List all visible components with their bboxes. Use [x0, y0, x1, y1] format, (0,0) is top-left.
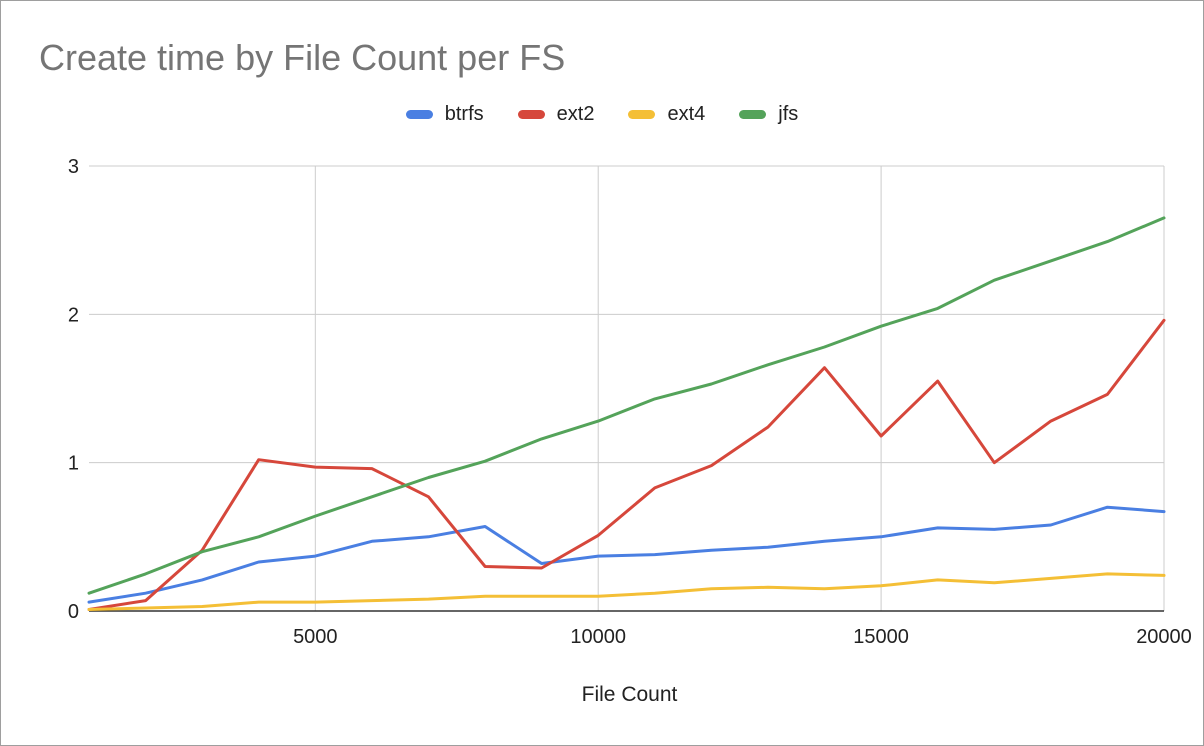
legend-item-jfs: jfs	[739, 103, 798, 126]
x-axis-title: File Count	[582, 683, 678, 706]
y-tick-label: 0	[68, 601, 79, 623]
series-line-btrfs	[87, 505, 1166, 604]
chart-legend: btrfs ext2 ext4 jfs	[1, 103, 1203, 126]
legend-label: ext4	[667, 103, 706, 125]
legend-label: ext2	[556, 103, 595, 125]
x-tick-label: 20000	[1136, 626, 1192, 648]
y-tick-label: 2	[68, 304, 79, 326]
legend-swatch	[739, 110, 767, 119]
legend-swatch	[405, 110, 433, 119]
x-tick-label: 5000	[293, 626, 338, 648]
series-line-ext2	[87, 318, 1166, 611]
legend-label: btrfs	[444, 103, 484, 125]
x-tick-label: 15000	[853, 626, 909, 648]
y-tick-label: 1	[68, 453, 79, 475]
legend-item-btrfs: btrfs	[405, 103, 484, 126]
legend-item-ext2: ext2	[517, 103, 595, 126]
legend-item-ext4: ext4	[628, 103, 705, 126]
series-line-jfs	[87, 216, 1166, 595]
series-line-ext4	[87, 572, 1166, 611]
x-tick-label: 10000	[570, 626, 626, 648]
legend-swatch	[628, 110, 656, 119]
chart-title: Create time by File Count per FS	[39, 37, 566, 78]
legend-label: jfs	[778, 103, 799, 125]
y-tick-label: 3	[68, 156, 79, 178]
legend-swatch	[517, 110, 545, 119]
